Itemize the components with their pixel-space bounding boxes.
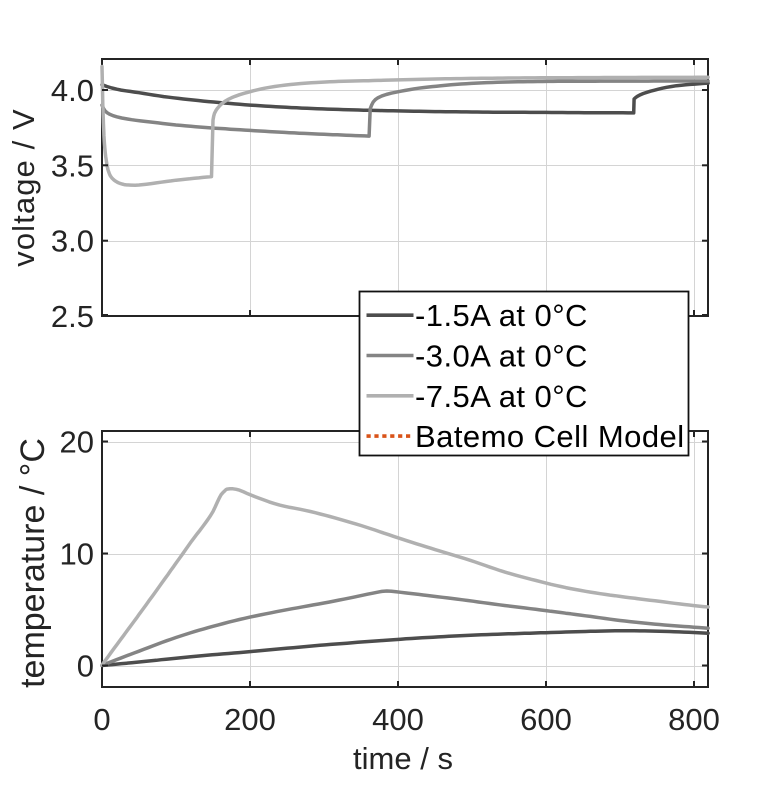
svg-text:-7.5A at 0°C: -7.5A at 0°C (415, 379, 588, 414)
svg-text:200: 200 (224, 702, 276, 737)
svg-text:-3.0A at 0°C: -3.0A at 0°C (415, 339, 588, 374)
svg-text:20: 20 (60, 425, 94, 460)
svg-text:Batemo Cell Model: Batemo Cell Model (415, 419, 685, 454)
svg-text:800: 800 (668, 702, 720, 737)
svg-text:10: 10 (60, 537, 94, 572)
svg-text:3.0: 3.0 (51, 224, 94, 259)
svg-text:temperature / °C: temperature / °C (14, 438, 52, 688)
svg-text:voltage / V: voltage / V (6, 108, 41, 267)
svg-text:400: 400 (372, 702, 424, 737)
svg-text:0: 0 (77, 649, 94, 684)
svg-text:-1.5A at 0°C: -1.5A at 0°C (415, 298, 588, 333)
svg-text:time / s: time / s (353, 741, 453, 776)
svg-text:2.5: 2.5 (51, 299, 94, 334)
svg-text:3.5: 3.5 (51, 148, 94, 183)
svg-text:600: 600 (520, 702, 572, 737)
svg-text:4.0: 4.0 (51, 73, 94, 108)
svg-text:0: 0 (93, 702, 110, 737)
